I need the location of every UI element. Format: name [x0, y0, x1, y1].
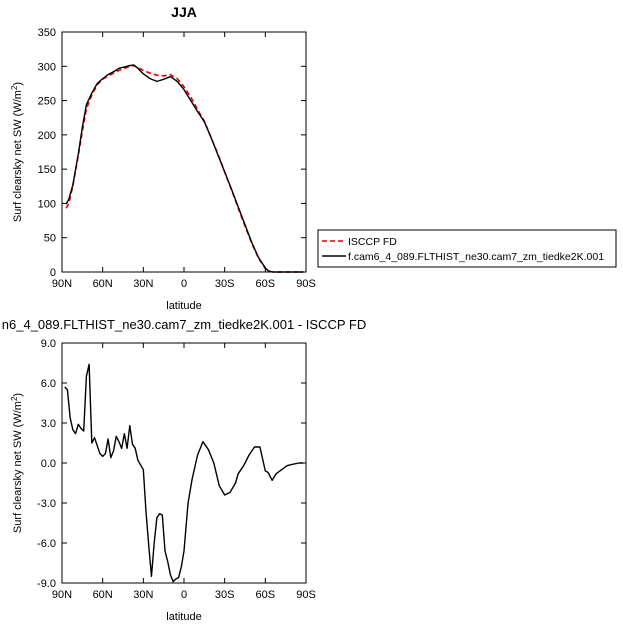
- panel-1-xtick-label-3: 0: [181, 278, 187, 290]
- panel-1: JJA 90N 60N 30N 0 30S 60S 90S 0 50 100 150 200 250 30…: [10, 4, 617, 312]
- panel-1-ylabel-end: ): [12, 82, 24, 86]
- panel-1-xtick-label-5: 60S: [256, 278, 276, 290]
- panel-2-ytick-label-6: 9.0: [41, 338, 56, 350]
- panel-2-xtick-label-2: 30N: [133, 589, 153, 601]
- panel-1-series-layer: [65, 64, 304, 273]
- panel-2-ylabel: Surf clearsky net SW (W/m2): [10, 393, 25, 533]
- panel-2-ticks: 90N 60N 30N 0 30S 60S 90S -9.0 -6.0 -3.0 0.0 3.0 6.0…: [37, 338, 316, 601]
- panel-2-title: n6_4_089.FLTHIST_ne30.cam7_zm_tiedke2K.0…: [2, 317, 366, 332]
- panel-2-ytick-label-2: -3.0: [37, 498, 56, 510]
- panel-2-xtick-label-5: 60S: [256, 589, 276, 601]
- legend-label-model: f.cam6_4_089.FLTHIST_ne30.cam7_zm_tiedke…: [348, 251, 604, 263]
- panel-2-xtick-label-4: 30S: [215, 589, 235, 601]
- panel-1-series-line-1: [65, 64, 304, 273]
- panel-2-ytick-label-0: -9.0: [37, 578, 56, 590]
- panel-1-frame: [61, 31, 307, 273]
- panel-2-ytick-label-3: 0.0: [41, 458, 56, 470]
- panel-2-xtick-label-6: 90S: [296, 589, 316, 601]
- legend-label-isccp: ISCCP FD: [348, 236, 397, 248]
- panel-1-xtick-label-0: 90N: [52, 278, 72, 290]
- legend: ISCCP FD f.cam6_4_089.FLTHIST_ne30.cam7_…: [317, 229, 617, 268]
- panel-2-plot: 90N 60N 30N 0 30S 60S 90S -9.0 -6.0 -3.0 0.0 3.0 6.0…: [37, 338, 316, 601]
- panel-1-xtick-label-6: 90S: [296, 278, 316, 290]
- panel-1-plot: 90N 60N 30N 0 30S 60S 90S 0 50 100 150 200 250 300 350: [38, 27, 316, 290]
- panel-1-ytick-label-1: 50: [44, 233, 56, 245]
- panel-2-ylabel-sup: 2: [10, 396, 19, 401]
- panel-1-xlabel: latitude: [166, 300, 201, 312]
- panel-1-xtick-label-1: 60N: [93, 278, 113, 290]
- panel-2-xtick-label-3: 0: [181, 589, 187, 601]
- panel-1-ytick-label-2: 100: [38, 198, 56, 210]
- panel-1-ytick-label-5: 250: [38, 96, 56, 108]
- panel-2-ylabel-end: ): [12, 393, 24, 397]
- panel-1-title: JJA: [171, 4, 197, 20]
- panel-2-ytick-label-4: 3.0: [41, 418, 56, 430]
- panel-2-ytick-label-5: 6.0: [41, 378, 56, 390]
- panel-2-ylabel-text: Surf clearsky net SW (W/m: [12, 401, 24, 533]
- panel-1-series-line-0: [65, 64, 304, 273]
- panel-2-series-layer: [64, 363, 304, 583]
- panel-2: n6_4_089.FLTHIST_ne30.cam7_zm_tiedke2K.0…: [2, 317, 366, 623]
- panel-2-series-line-0: [64, 363, 304, 583]
- panel-1-ytick-label-4: 200: [38, 130, 56, 142]
- panel-1-ytick-label-7: 350: [38, 27, 56, 39]
- panel-1-ylabel-sup: 2: [10, 85, 19, 90]
- panel-1-ticks: 90N 60N 30N 0 30S 60S 90S 0 50 100 150 200 250 300 350: [38, 27, 316, 290]
- panel-1-xtick-label-2: 30N: [133, 278, 153, 290]
- panel-2-xtick-label-1: 60N: [93, 589, 113, 601]
- legend-box: [317, 229, 617, 268]
- panel-1-ylabel-text: Surf clearsky net SW (W/m: [12, 90, 24, 222]
- panel-1-xtick-label-4: 30S: [215, 278, 235, 290]
- panel-1-ylabel: Surf clearsky net SW (W/m2): [10, 82, 25, 222]
- panel-1-ytick-label-0: 0: [50, 267, 56, 279]
- panel-2-xtick-label-0: 90N: [52, 589, 72, 601]
- panel-2-ytick-label-1: -6.0: [37, 538, 56, 550]
- panel-1-ytick-label-3: 150: [38, 164, 56, 176]
- panel-2-xlabel: latitude: [166, 611, 201, 623]
- panel-1-ytick-label-6: 300: [38, 61, 56, 73]
